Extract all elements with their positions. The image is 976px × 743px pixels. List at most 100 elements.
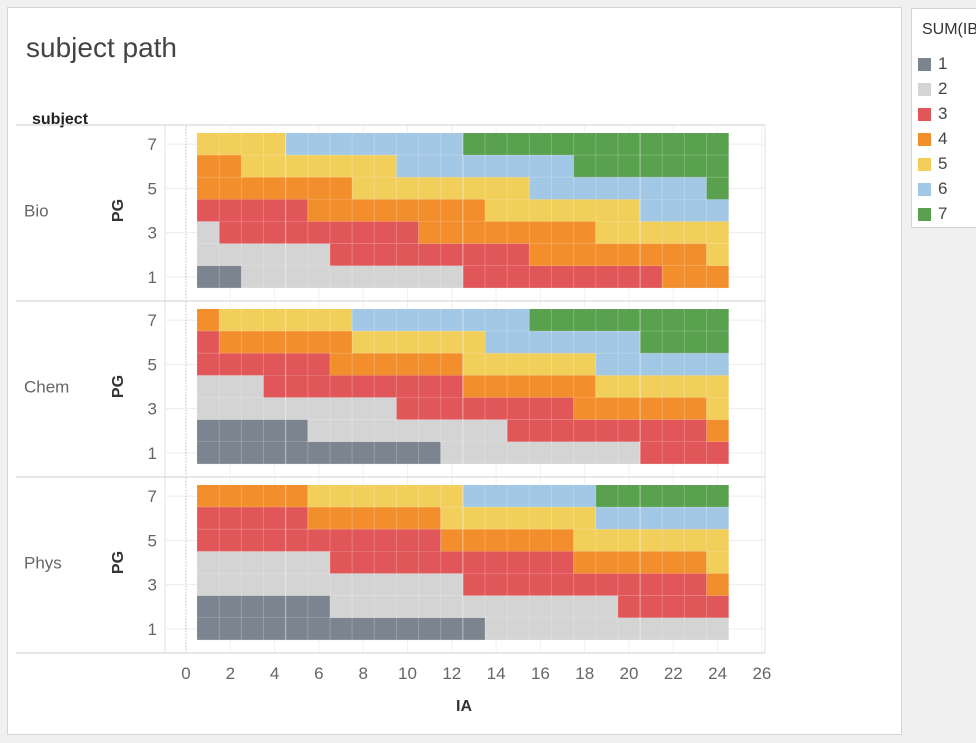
y-tick-label: 1 [148,620,157,639]
legend-item[interactable]: 5 [918,154,976,175]
y-axis-title: PG [110,375,127,398]
heatmap-cell [440,507,596,530]
heatmap-cell [573,529,729,552]
heatmap-cell [197,375,264,398]
heatmap-cell [595,485,729,508]
heatmap-cell [219,221,419,244]
heatmap-cell [573,155,729,178]
heatmap-cell [462,353,596,376]
legend-item[interactable]: 2 [918,79,976,100]
heatmap-cell [241,155,397,178]
heatmap-cell [573,397,707,420]
y-tick-label: 3 [148,400,157,419]
heatmap-cell [462,573,707,596]
heatmap-cell [197,177,353,200]
heatmap-cell [662,265,729,289]
legend-title: SUM(IB) [922,21,976,38]
heatmap-cell [197,265,242,289]
legend-swatch [918,83,931,96]
legend-item[interactable]: 6 [918,179,976,200]
heatmap-cell [595,221,729,244]
heatmap-cell [706,419,729,442]
y-tick-label: 1 [148,444,157,463]
heatmap-cell [706,551,729,574]
heatmap-cell [197,617,486,641]
heatmap-cell [197,419,308,442]
heatmap-cell [352,177,530,200]
heatmap-cell [219,331,353,354]
heatmap-cell [197,595,330,618]
x-axis-title: IA [456,698,472,715]
legend-swatch [918,133,931,146]
heatmap-cell [197,507,308,530]
color-legend: SUM(IB) 1 2 3 4 5 6 7 [911,8,976,228]
heatmap-cell [462,375,596,398]
heatmap-cell [197,573,463,596]
legend-label: 3 [938,104,948,123]
y-tick-label: 1 [148,268,157,287]
heatmap-cell [307,507,441,530]
legend-label: 1 [938,54,948,73]
heatmap-cell [640,441,729,465]
heatmap-cell [706,397,729,420]
x-tick-label: 22 [664,664,683,683]
heatmap-cell [396,397,574,420]
heatmap-cell [197,397,397,420]
heatmap-cell [285,133,463,156]
legend-item[interactable]: 3 [918,104,976,125]
heatmap-cell [485,331,641,354]
heatmap-cell [507,419,641,442]
subject-label: Phys [24,554,62,573]
x-tick-label: 4 [270,664,279,683]
heatmap-cell [197,485,308,508]
heatmap-cell [418,221,596,244]
heatmap-cell [197,243,330,266]
x-tick-label: 6 [314,664,323,683]
heatmap-cell [640,331,729,354]
x-tick-label: 0 [181,664,190,683]
heatmap-cell [329,353,463,376]
heatmap-cell [706,243,729,266]
y-tick-label: 5 [148,179,157,198]
legend-label: 7 [938,204,948,223]
legend-label: 6 [938,179,948,198]
heatmap-cell [263,375,463,398]
y-tick-label: 7 [148,311,157,330]
heatmap-cell [307,199,486,222]
legend-swatch [918,108,931,121]
heatmap-cell [197,309,220,332]
x-tick-label: 20 [620,664,639,683]
y-tick-label: 5 [148,531,157,550]
heatmap-cell [617,595,729,618]
y-axis-title: PG [110,551,127,574]
x-tick-label: 26 [752,664,771,683]
heatmap-cell [462,485,596,508]
heatmap-cell [529,177,707,200]
heatmap-cell [440,441,641,465]
heatmap-cell [462,265,663,289]
y-tick-label: 7 [148,487,157,506]
heatmap-cell [307,419,508,442]
x-tick-label: 12 [442,664,461,683]
heatmap-cell [219,309,353,332]
heatmap-cell [396,155,574,178]
legend-item[interactable]: 1 [918,54,976,75]
y-tick-label: 3 [148,224,157,243]
heatmap-cell [329,551,574,574]
x-tick-label: 16 [531,664,550,683]
heatmap-cell [352,331,486,354]
legend-item[interactable]: 7 [918,204,976,225]
heatmap-cell [706,573,729,596]
legend-item[interactable]: 4 [918,129,976,150]
heatmap-cell [640,419,707,442]
y-tick-label: 5 [148,355,157,374]
heatmap-cell [329,595,618,618]
heatmap-cell [307,485,463,508]
x-tick-label: 10 [398,664,417,683]
x-tick-label: 14 [487,664,506,683]
heatmap-cell [462,133,729,156]
y-axis-title: PG [110,199,127,222]
heatmap-cell [595,353,729,376]
heatmap-cell [529,243,707,266]
